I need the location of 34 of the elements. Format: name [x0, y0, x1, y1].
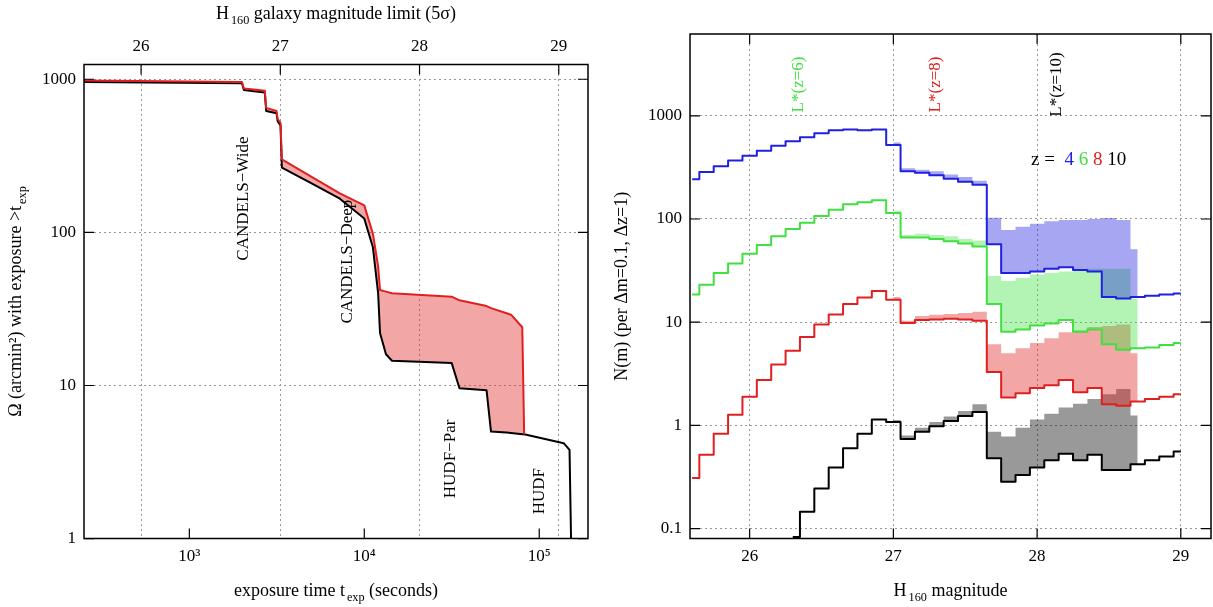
y-axis-title: Ω (arcmin²) with exposure >texp — [4, 186, 30, 417]
text: 6 — [1078, 148, 1093, 170]
annotation: HUDF — [528, 468, 548, 515]
x-tick-label: 10⁵ — [527, 546, 551, 566]
legend-title: z = — [1031, 148, 1065, 170]
text: 4 — [1064, 148, 1079, 170]
x-tick-label: 10⁴ — [352, 546, 376, 566]
annotation: L*(z=6) — [788, 56, 808, 113]
x-tick-label: 27 — [884, 546, 903, 566]
y-tick-label: 1000 — [648, 105, 682, 125]
x2-tick-label: 26 — [132, 35, 150, 55]
text: 8 — [1093, 148, 1108, 170]
y-tick-label: 1000 — [42, 68, 76, 88]
y-tick-label: 1 — [67, 528, 76, 548]
x2-tick-label: 29 — [550, 35, 568, 55]
x-tick-label: 28 — [1028, 546, 1046, 566]
annotation: HUDF−Par — [440, 419, 460, 499]
annotation: CANDELS−Wide — [233, 136, 253, 261]
y-tick-label: 100 — [656, 208, 682, 228]
y-tick-label: 0.1 — [660, 518, 682, 538]
annotation: L*(z=8) — [925, 56, 945, 113]
annotation: L*(z=10) — [1045, 52, 1065, 117]
y-tick-label: 1 — [673, 414, 682, 434]
x2-tick-label: 28 — [411, 35, 429, 55]
y-axis-title: N(m) (per Δm=0.1, Δz=1) — [610, 191, 632, 381]
y-tick-label: 10 — [59, 374, 76, 394]
y-tick-label: 100 — [50, 221, 76, 241]
x-tick-label: 10³ — [178, 546, 201, 566]
annotation: CANDELS−Deep — [337, 199, 357, 324]
x2-tick-label: 27 — [271, 35, 290, 55]
x-tick-label: 26 — [741, 546, 759, 566]
x-tick-label: 29 — [1172, 546, 1190, 566]
y-tick-label: 10 — [665, 311, 682, 331]
text: 10 — [1107, 148, 1131, 170]
